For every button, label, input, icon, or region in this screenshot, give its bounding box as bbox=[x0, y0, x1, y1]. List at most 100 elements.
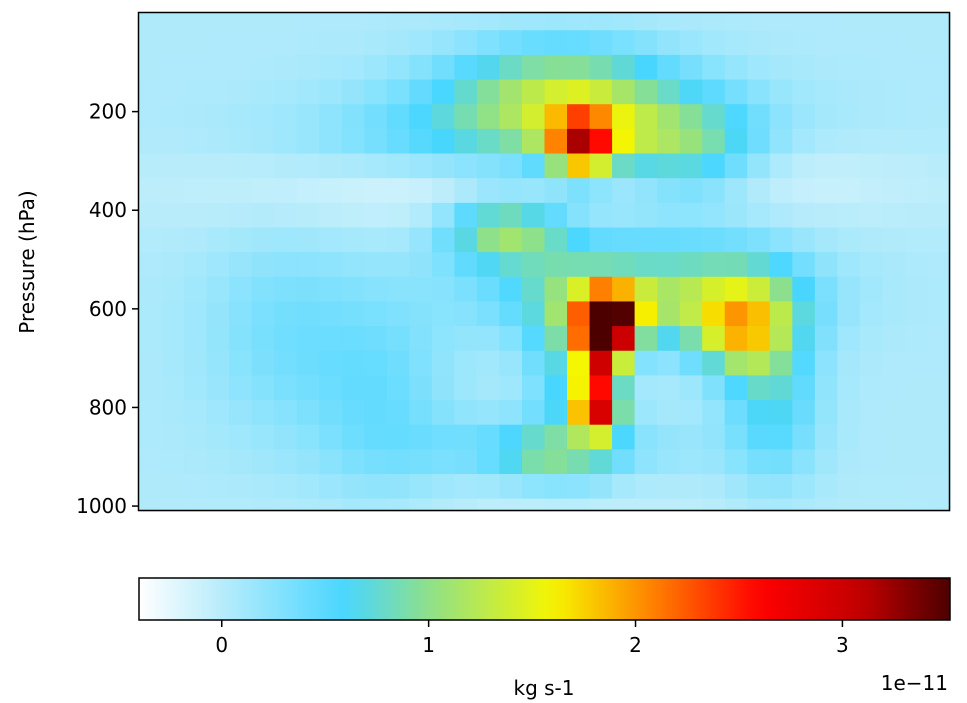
heatmap-cell bbox=[431, 474, 455, 500]
heatmap-cell bbox=[364, 498, 388, 512]
heatmap-cell bbox=[139, 227, 163, 253]
heatmap-cell bbox=[431, 54, 455, 81]
heatmap-cell bbox=[341, 227, 365, 253]
plot-frame bbox=[137, 11, 951, 512]
heatmap-cell bbox=[634, 178, 658, 204]
heatmap-cell bbox=[296, 375, 320, 401]
heatmap-cell bbox=[184, 498, 208, 512]
heatmap-cell bbox=[364, 474, 388, 500]
heatmap-cell bbox=[161, 252, 185, 278]
heatmap-cell bbox=[454, 202, 478, 229]
heatmap-cell bbox=[139, 350, 163, 376]
heatmap-cell bbox=[499, 326, 523, 352]
heatmap-cell bbox=[184, 79, 208, 105]
heatmap-cell bbox=[341, 400, 365, 426]
heatmap-cell bbox=[769, 301, 793, 327]
heatmap-cell bbox=[364, 104, 388, 130]
heatmap-cell bbox=[476, 326, 501, 352]
heatmap-cell bbox=[409, 227, 433, 253]
heatmap-cell bbox=[229, 104, 253, 130]
heatmap-cell bbox=[499, 449, 523, 475]
heatmap-cell bbox=[724, 474, 748, 500]
heatmap-cell bbox=[769, 449, 793, 475]
heatmap-cell bbox=[927, 252, 951, 278]
heatmap-cell bbox=[206, 202, 230, 229]
heatmap-cell bbox=[476, 30, 501, 56]
heatmap-cell bbox=[364, 202, 388, 229]
heatmap-cell bbox=[319, 276, 343, 303]
colorbar-offset-text: 1e−11 bbox=[881, 671, 948, 695]
heatmap-cell bbox=[702, 449, 726, 475]
heatmap-cell bbox=[657, 276, 681, 303]
heatmap-cell bbox=[364, 79, 388, 105]
heatmap-cell bbox=[792, 202, 816, 229]
heatmap-cell bbox=[251, 474, 275, 500]
heatmap-cell bbox=[657, 301, 681, 327]
heatmap-cell bbox=[567, 424, 591, 450]
heatmap-cell bbox=[206, 153, 230, 179]
heatmap-cell bbox=[837, 104, 861, 130]
heatmap-cell bbox=[296, 350, 320, 376]
heatmap-cell bbox=[769, 202, 793, 229]
heatmap-cell bbox=[139, 153, 163, 179]
heatmap-cell bbox=[612, 326, 636, 352]
heatmap-cell bbox=[747, 326, 771, 352]
heatmap-cell bbox=[702, 153, 726, 179]
heatmap-cell bbox=[904, 424, 929, 450]
heatmap-cell bbox=[567, 178, 591, 204]
heatmap-cell bbox=[882, 400, 906, 426]
heatmap-cell bbox=[409, 424, 433, 450]
heatmap-cell bbox=[859, 474, 884, 500]
heatmap-cell bbox=[679, 13, 703, 31]
heatmap-cell bbox=[702, 276, 726, 303]
heatmap-cell bbox=[814, 400, 838, 426]
heatmap-cell bbox=[139, 104, 163, 130]
heatmap-cell bbox=[814, 202, 838, 229]
heatmap-cell bbox=[882, 326, 906, 352]
heatmap-cell bbox=[319, 498, 343, 512]
heatmap-cell bbox=[702, 301, 726, 327]
heatmap-cell bbox=[792, 350, 816, 376]
heatmap-cell bbox=[431, 276, 455, 303]
heatmap-cell bbox=[792, 79, 816, 105]
heatmap-cell bbox=[521, 79, 546, 105]
heatmap-cell bbox=[567, 13, 591, 31]
heatmap-cell bbox=[251, 30, 275, 56]
heatmap-cell bbox=[814, 350, 838, 376]
heatmap-cell bbox=[499, 400, 523, 426]
heatmap-cell bbox=[274, 227, 298, 253]
heatmap-cell bbox=[341, 178, 365, 204]
heatmap-cell bbox=[814, 276, 838, 303]
heatmap-cell bbox=[251, 375, 275, 401]
heatmap-cell bbox=[161, 350, 185, 376]
heatmap-cell bbox=[927, 375, 951, 401]
heatmap-cell bbox=[814, 474, 838, 500]
heatmap-cell bbox=[454, 227, 478, 253]
heatmap-cell bbox=[251, 79, 275, 105]
heatmap-cell bbox=[139, 326, 163, 352]
heatmap-cell bbox=[206, 474, 230, 500]
heatmap-cell bbox=[476, 128, 501, 155]
heatmap-cell bbox=[274, 326, 298, 352]
heatmap-cell bbox=[229, 400, 253, 426]
heatmap-cell bbox=[904, 227, 929, 253]
heatmap-cell bbox=[724, 13, 748, 31]
heatmap-cell bbox=[724, 498, 748, 512]
heatmap-cell bbox=[476, 301, 501, 327]
heatmap-cell bbox=[544, 449, 568, 475]
heatmap-cell bbox=[229, 424, 253, 450]
heatmap-cell bbox=[161, 104, 185, 130]
heatmap-cell bbox=[724, 104, 748, 130]
heatmap-cell bbox=[859, 276, 884, 303]
heatmap-cell bbox=[837, 227, 861, 253]
heatmap-cell bbox=[296, 104, 320, 130]
heatmap-cell bbox=[724, 252, 748, 278]
heatmap-cell bbox=[431, 449, 455, 475]
heatmap-cell bbox=[679, 79, 703, 105]
heatmap-cell bbox=[882, 153, 906, 179]
heatmap-cell bbox=[341, 326, 365, 352]
heatmap-cell bbox=[814, 128, 838, 155]
heatmap-cell bbox=[139, 474, 163, 500]
heatmap-cell bbox=[274, 449, 298, 475]
heatmap-cell bbox=[364, 350, 388, 376]
